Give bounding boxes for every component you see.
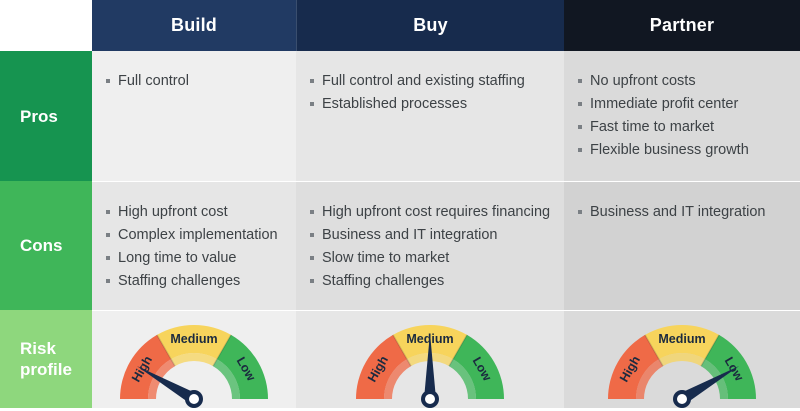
gauge-divider <box>644 334 664 367</box>
column-header-build: Build <box>92 0 296 51</box>
gauge-inner-medium <box>659 353 705 367</box>
gauge-inner-high <box>384 359 411 399</box>
gauge-hub-center <box>189 394 199 404</box>
gauge-inner-low <box>213 359 240 399</box>
gauge-sector-low <box>453 334 504 399</box>
cell-cons-buy: High upfront cost requires financing Bus… <box>296 181 564 310</box>
list-item: Full control and existing staffing <box>310 70 564 93</box>
column-header-partner: Partner <box>564 0 800 51</box>
gauge-divider <box>212 334 232 367</box>
gauge-sector-high <box>120 334 171 399</box>
list-item: Staffing challenges <box>106 270 296 293</box>
list-item: High upfront cost requires financing <box>310 201 564 224</box>
cell-pros-partner: No upfront costs Immediate profit center… <box>564 51 800 181</box>
list-item: Flexible business growth <box>578 139 800 162</box>
gauge-label-medium: Medium <box>658 332 705 346</box>
gauge-hub-center <box>677 394 687 404</box>
gauge-inner-high <box>636 359 663 399</box>
gauge-divider <box>156 334 176 367</box>
gauge-needle <box>136 366 197 405</box>
list-item: No upfront costs <box>578 70 800 93</box>
list-item: Business and IT integration <box>578 201 800 224</box>
corner-blank <box>0 0 92 51</box>
list-item: Business and IT integration <box>310 224 564 247</box>
gauge-sector-medium <box>157 325 231 360</box>
row-label-risk: Risk profile <box>0 310 92 408</box>
cell-cons-partner: Business and IT integration <box>564 181 800 310</box>
list-item: Established processes <box>310 93 564 116</box>
gauge-sector-high <box>356 334 407 399</box>
row-label-pros: Pros <box>0 51 92 181</box>
list-item: Staffing challenges <box>310 270 564 293</box>
gauge-needle <box>424 333 436 399</box>
gauge-inner-medium <box>171 353 217 367</box>
gauge-divider <box>448 334 468 367</box>
cell-risk-partner: High Medium Low <box>564 310 800 408</box>
gauge-divider <box>700 334 720 367</box>
gauge-sector-low <box>217 334 268 399</box>
column-header-buy: Buy <box>296 0 564 51</box>
list-item: Full control <box>106 70 296 93</box>
cell-cons-build: High upfront cost Complex implementation… <box>92 181 296 310</box>
gauge-sector-high <box>608 334 659 399</box>
gauge-hub-center <box>425 394 435 404</box>
list-item: Slow time to market <box>310 247 564 270</box>
gauge-inner-low <box>449 359 476 399</box>
list-item: Fast time to market <box>578 116 800 139</box>
list-item: High upfront cost <box>106 201 296 224</box>
gauge-sector-medium <box>645 325 719 360</box>
cell-pros-buy: Full control and existing staffing Estab… <box>296 51 564 181</box>
gauge-needle <box>679 366 740 405</box>
cell-risk-build: High Medium Low <box>92 310 296 408</box>
list-item: Immediate profit center <box>578 93 800 116</box>
list-item: Complex implementation <box>106 224 296 247</box>
gauge-divider <box>392 334 412 367</box>
list-item: Long time to value <box>106 247 296 270</box>
gauge-sector-low <box>705 334 756 399</box>
cell-pros-build: Full control <box>92 51 296 181</box>
gauge-label-medium: Medium <box>170 332 217 346</box>
row-label-cons: Cons <box>0 181 92 310</box>
